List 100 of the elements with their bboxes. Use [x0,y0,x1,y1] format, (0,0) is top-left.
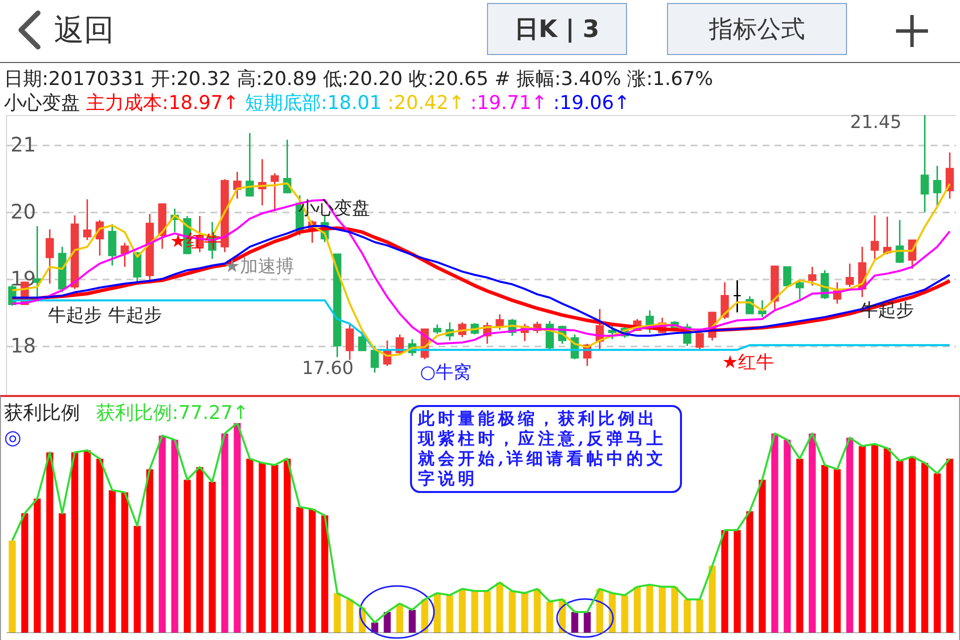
annotation: 牛起步 [48,304,102,327]
text: :19.71↑ [470,92,548,114]
bar [21,513,28,633]
candlestick [920,115,929,213]
bar [208,482,216,633]
bar [696,599,704,633]
bar [458,588,466,633]
bar [821,465,828,633]
bar [408,610,416,633]
chart-title: 日期:20170331 开:20.32 高:20.89 低:20.20 收:20.65 # 振幅:3.40% 涨:1.67% [4,67,714,92]
text: 短期底部:18.01 [244,92,383,114]
candlestick [696,332,704,350]
bar [508,591,516,633]
bar [546,602,554,633]
bar [934,473,941,633]
bar [521,593,528,633]
bar [758,480,766,633]
bar [158,436,166,633]
bar [321,515,328,633]
bar [621,595,628,633]
bar [771,434,778,633]
candlestick [120,242,129,268]
text: :20.42↑ [388,92,466,114]
bar [496,582,504,633]
bar [671,586,678,633]
bar [334,593,341,633]
y-tick-label: 18 [10,333,36,358]
candlestick [870,214,879,260]
bar [634,586,641,633]
bar [446,595,454,633]
bar [396,604,404,633]
bar [171,440,178,633]
bar [846,438,854,633]
text: 日K | 3 [514,14,600,45]
candlestick [233,171,242,200]
bar [58,513,66,633]
chart-subtitle: 小心变盘 [4,92,81,114]
candlestick [896,219,904,264]
annotation: 21.45 [850,112,902,133]
bar [108,490,116,633]
candlestick [720,282,729,320]
y-tick-label: 21 [10,132,36,157]
bar [721,530,728,633]
candlestick [933,165,942,206]
annotation: ★加速搏 [224,255,294,278]
candlestick [270,172,279,212]
bar [184,480,191,633]
bar [346,599,354,633]
bar [708,566,716,633]
bar [258,462,266,633]
bar [684,599,691,633]
annotation: 牛起步 [108,304,162,327]
bar [808,434,816,633]
bar [534,588,541,633]
bar [858,446,866,633]
annotation: 此时量能极缩，获利比例出现紫柱时，应注意,反弹马上就会开始,详细请看帖中的文字说明 [410,405,682,493]
text: 返回 [54,12,114,50]
candlestick [758,300,766,318]
bar [908,456,916,633]
bar [196,467,204,633]
bar [896,460,904,633]
bar [646,584,654,633]
bar [746,511,754,633]
bar [96,458,104,633]
bar [946,458,954,633]
bar [271,465,278,633]
bar [871,444,878,633]
bar [296,507,304,633]
candlestick [46,228,54,284]
text: 主力成本:18.97↑ [86,92,240,114]
chart-title: 获利比例 [4,401,80,426]
bar [146,469,154,633]
bar [121,492,128,633]
bar [221,434,228,633]
bar [134,526,141,633]
annotation: ○牛窝 [420,361,472,384]
text: 指标公式 [709,14,805,45]
annotation: 17.60 [302,358,354,379]
candlestick [433,324,442,335]
candlestick [733,280,742,314]
candlestick [346,322,354,361]
candlestick [808,266,816,286]
bar [308,509,316,633]
bar [46,452,54,633]
candlestick [496,314,504,331]
bar [571,612,578,633]
bar [34,498,41,633]
bar [384,612,391,633]
bar [658,586,666,633]
bar [234,423,241,633]
candlestick [358,330,366,352]
bar [284,458,291,633]
bar [84,450,91,633]
bar [784,440,791,633]
candlestick [783,266,792,286]
bar [884,448,891,633]
candlestick [608,324,616,340]
bar [584,612,591,633]
candlestick [246,132,254,198]
candlestick [83,198,92,241]
